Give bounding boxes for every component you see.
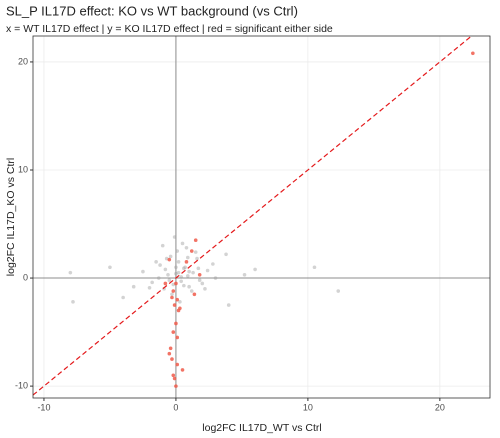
point — [189, 289, 194, 293]
plot-area — [33, 36, 475, 396]
point — [193, 250, 198, 254]
point — [167, 351, 172, 356]
point — [184, 260, 189, 264]
point — [174, 321, 178, 326]
point — [174, 271, 178, 276]
point — [179, 275, 183, 279]
point — [171, 330, 176, 334]
identity-line — [33, 36, 472, 396]
point — [196, 266, 201, 271]
point — [175, 297, 180, 302]
x-tick-label: 10 — [303, 402, 313, 412]
point — [170, 357, 174, 361]
point — [200, 281, 205, 286]
point — [180, 241, 185, 246]
point — [185, 255, 190, 260]
point — [170, 295, 174, 300]
point — [182, 266, 186, 271]
point — [182, 283, 186, 288]
y-tick-label: 20 — [18, 56, 28, 66]
x-axis-label: log2FC IL17D_WT vs Ctrl — [202, 422, 321, 434]
point — [176, 270, 181, 275]
point — [167, 278, 172, 283]
point — [158, 263, 162, 267]
point — [192, 292, 197, 297]
point — [166, 273, 170, 277]
point — [141, 269, 145, 274]
point — [121, 295, 125, 300]
y-axis-label: log2FC IL17D_KO vs Ctrl — [5, 158, 17, 276]
point — [178, 300, 182, 304]
x-tick-label: 0 — [173, 402, 178, 412]
x-tick-label: -10 — [37, 402, 50, 412]
point — [163, 281, 168, 286]
y-tick-label: 0 — [23, 272, 28, 282]
point — [226, 303, 231, 307]
y-tick-label: -10 — [15, 380, 28, 390]
point — [154, 260, 158, 264]
point — [253, 267, 257, 272]
point — [184, 245, 189, 250]
point — [170, 292, 174, 297]
point — [108, 265, 112, 270]
point — [180, 368, 185, 372]
x-tick-label: 20 — [435, 402, 445, 412]
point — [175, 335, 180, 340]
point — [172, 376, 177, 381]
point — [187, 269, 191, 274]
point — [168, 254, 173, 259]
point — [147, 285, 152, 290]
point — [213, 276, 218, 280]
point — [174, 384, 178, 388]
point — [178, 306, 182, 311]
point — [197, 278, 202, 283]
chart-title: SL_P IL17D effect: KO vs WT background (… — [6, 3, 298, 18]
point — [163, 267, 168, 272]
point — [167, 257, 172, 262]
point — [156, 276, 161, 280]
point — [175, 362, 180, 367]
point — [211, 262, 215, 266]
point — [185, 274, 190, 278]
point — [242, 273, 247, 277]
point — [68, 270, 73, 275]
point — [71, 300, 75, 304]
point — [172, 303, 177, 307]
point — [175, 249, 180, 253]
point — [312, 265, 317, 270]
point — [336, 289, 341, 293]
point — [150, 280, 154, 285]
point — [174, 281, 178, 286]
point — [174, 265, 178, 270]
point — [179, 279, 183, 284]
point — [471, 51, 475, 56]
point — [191, 270, 195, 275]
point — [224, 252, 228, 257]
panel-border — [32, 35, 491, 399]
point — [172, 235, 177, 239]
point — [183, 265, 187, 270]
point — [171, 289, 176, 293]
point — [176, 260, 181, 264]
chart-subtitle: x = WT IL17D effect | y = KO IL17D effec… — [6, 23, 333, 35]
point — [171, 373, 176, 378]
point — [189, 249, 194, 253]
point — [168, 346, 173, 351]
point — [203, 287, 207, 291]
point — [187, 284, 191, 289]
point — [131, 284, 136, 289]
point — [195, 256, 199, 261]
point — [160, 243, 165, 248]
point — [193, 238, 198, 243]
point — [205, 268, 210, 273]
point — [197, 273, 202, 277]
y-tick-label: 10 — [18, 164, 28, 174]
